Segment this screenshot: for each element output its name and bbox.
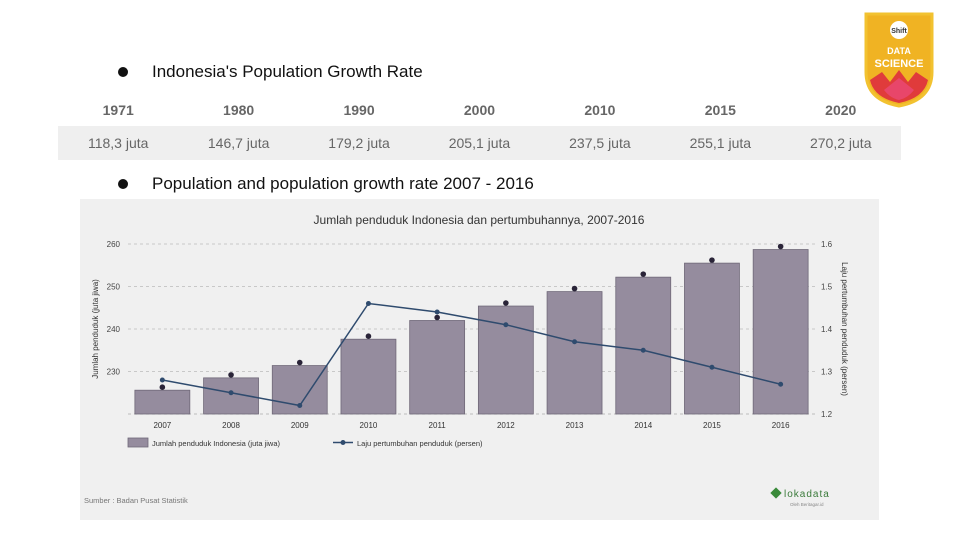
chart-svg: Jumlah penduduk Indonesia dan pertumbuha… (84, 213, 849, 507)
population-title: Population and population growth rate 20… (152, 174, 534, 193)
value-cell: 118,3 juta (87, 135, 149, 151)
line-point (434, 309, 440, 315)
line-point (159, 377, 165, 383)
bullet-dot (118, 67, 128, 77)
legend-line-label: Laju pertumbuhan penduduk (persen) (357, 439, 483, 448)
line-point (365, 301, 371, 306)
y-tick-label: 250 (107, 283, 121, 292)
value-cell: 237,5 juta (569, 135, 631, 151)
y2-axis-label: Laju pertumbuhan penduduk (persen) (840, 262, 849, 396)
bar (134, 389, 191, 415)
growth-line (162, 302, 781, 407)
year-cell: 1990 (343, 102, 375, 118)
bar-point (640, 271, 647, 277)
year-cell: 1980 (223, 102, 255, 118)
x-tick-label: 2015 (703, 421, 721, 430)
data-science-badge: Shift DATA SCIENCE (864, 12, 934, 108)
bullet-dot (118, 179, 128, 189)
line-point (778, 381, 784, 387)
y2-tick-label: 1.2 (821, 410, 833, 419)
bar-point (503, 300, 509, 306)
y-tick-label: 260 (107, 240, 121, 249)
line-point (572, 339, 578, 345)
population-chart: Jumlah penduduk Indonesia dan pertumbuha… (80, 199, 879, 520)
y2-tick-label: 1.3 (821, 368, 833, 377)
value-cell: 146,7 juta (207, 135, 270, 151)
value-cell: 179,2 juta (328, 135, 390, 151)
line-point (503, 322, 509, 328)
population-table-values: 118,3 juta 146,7 juta 179,2 juta 205,1 j… (58, 126, 901, 160)
badge-line2: SCIENCE (875, 58, 924, 70)
x-tick-label: 2012 (497, 421, 515, 430)
y-tick-label: 240 (107, 325, 121, 334)
bar-point (365, 333, 372, 339)
x-tick-label: 2013 (566, 421, 584, 430)
year-cell: 2000 (463, 102, 496, 118)
bar-point (777, 243, 784, 250)
logo-mark (770, 487, 782, 499)
line-point (228, 390, 234, 396)
value-cell: 205,1 juta (448, 135, 511, 151)
bar-point (571, 285, 578, 292)
x-tick-label: 2014 (634, 421, 652, 430)
x-tick-label: 2007 (153, 421, 171, 430)
bar-point (228, 372, 234, 378)
line-point (297, 403, 303, 408)
x-tick-label: 2009 (291, 421, 309, 430)
bullet-growth-rate: Indonesia's Population Growth Rate (118, 62, 423, 82)
legend-line-point (340, 440, 346, 445)
badge-line1: DATA (887, 46, 911, 56)
bullet-population: Population and population growth rate 20… (118, 174, 534, 194)
logo-subtext: Oleh Beritagar.id (790, 502, 824, 507)
y-tick-label: 230 (107, 368, 121, 377)
bar (546, 291, 603, 415)
bar (615, 276, 672, 415)
bar-point (296, 359, 303, 366)
bar (409, 320, 466, 415)
line-point (640, 347, 646, 353)
logo-text: lokadata (784, 489, 830, 500)
year-cell: 1971 (102, 102, 134, 118)
bar (340, 338, 397, 415)
x-tick-label: 2010 (360, 421, 378, 430)
population-table: 1971 1980 1990 2000 2010 2015 2020 118,3… (58, 94, 901, 160)
bar (684, 262, 740, 415)
year-cell: 2020 (825, 102, 857, 118)
y2-tick-label: 1.4 (821, 325, 833, 334)
badge-top-text: Shift (891, 28, 907, 35)
population-table-header: 1971 1980 1990 2000 2010 2015 2020 (58, 94, 901, 126)
value-cell: 255,1 juta (689, 135, 752, 151)
x-tick-label: 2008 (222, 421, 240, 430)
legend-bar-label: Jumlah penduduk Indonesia (juta jiwa) (152, 439, 280, 448)
bar-point (709, 257, 715, 263)
line-point (709, 364, 715, 370)
x-tick-label: 2011 (429, 421, 447, 430)
bar-point (159, 384, 166, 390)
bar-point (434, 314, 440, 321)
y2-tick-label: 1.5 (821, 283, 833, 292)
bar (752, 249, 809, 415)
bar (477, 305, 534, 415)
growth-rate-title: Indonesia's Population Growth Rate (152, 62, 423, 81)
value-cell: 270,2 juta (809, 135, 872, 151)
chart-title: Jumlah penduduk Indonesia dan pertumbuha… (314, 213, 645, 227)
y2-tick-label: 1.6 (821, 240, 833, 249)
legend-bar-swatch (127, 437, 149, 448)
year-cell: 2015 (704, 102, 736, 118)
year-cell: 2010 (584, 102, 616, 118)
x-tick-label: 2016 (772, 421, 790, 430)
y-axis-label: Jumlah penduduk (juta jiwa) (91, 279, 100, 379)
chart-source: Sumber : Badan Pusat Statistik (84, 496, 188, 505)
